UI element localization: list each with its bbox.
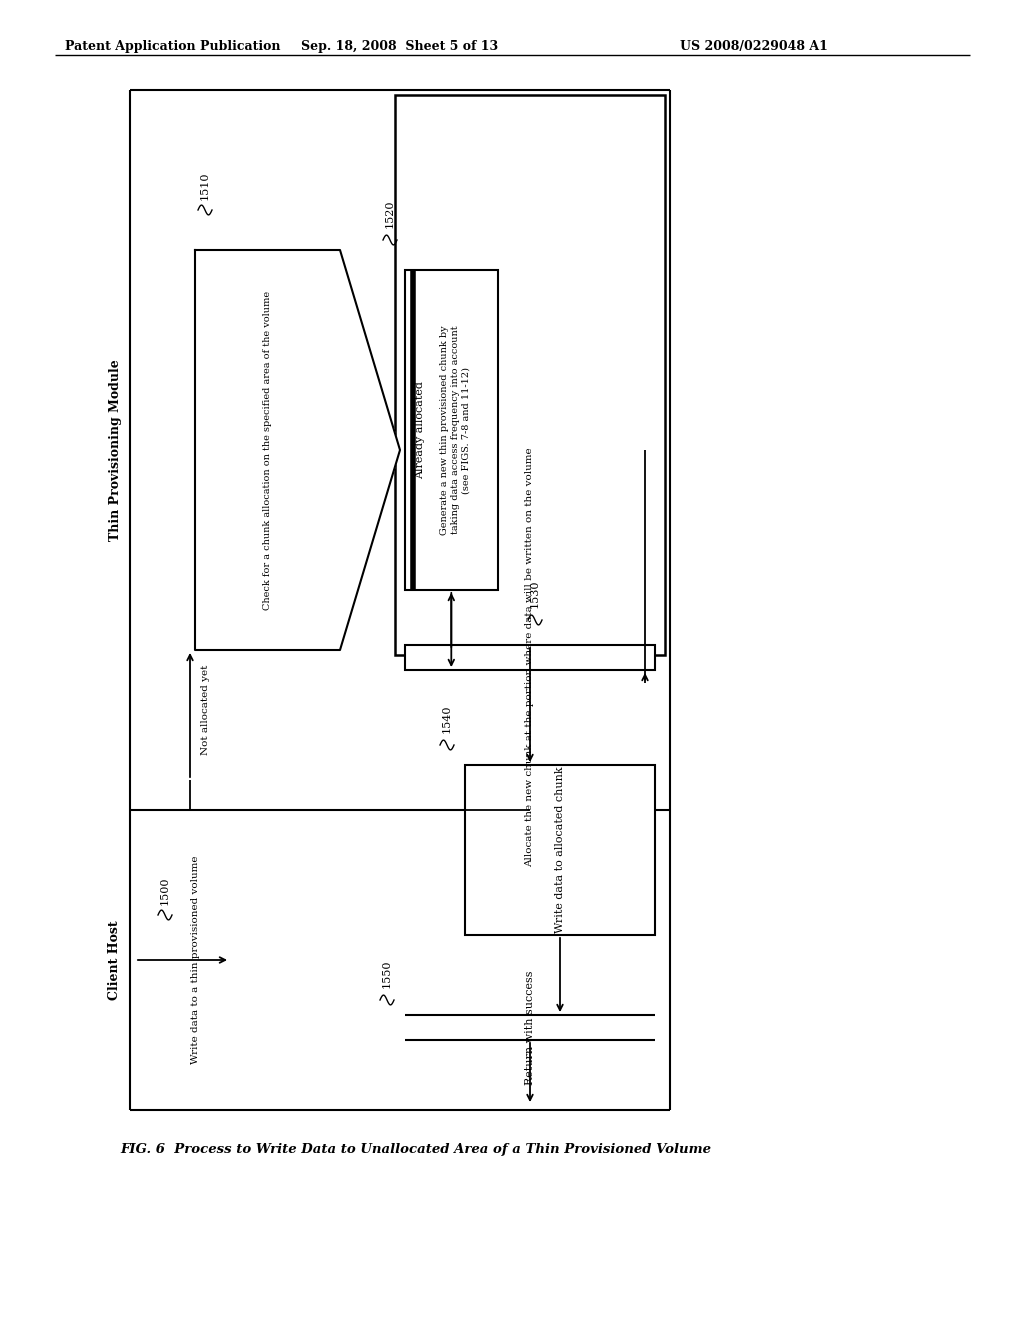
Text: 1530: 1530	[530, 579, 540, 609]
Bar	[395, 95, 665, 655]
Text: Check for a chunk allocation on the specified area of the volume: Check for a chunk allocation on the spec…	[263, 290, 272, 610]
Bar	[406, 645, 655, 671]
Text: 1540: 1540	[442, 705, 452, 733]
Text: FIG. 6  Process to Write Data to Unallocated Area of a Thin Provisioned Volume: FIG. 6 Process to Write Data to Unalloca…	[120, 1143, 711, 1156]
Text: 1550: 1550	[382, 960, 392, 987]
Text: Write data to allocated chunk: Write data to allocated chunk	[555, 767, 565, 933]
Text: Not allocated yet: Not allocated yet	[201, 665, 210, 755]
Polygon shape	[195, 249, 400, 649]
Text: Allocate the new chunk at the portion where data will be written on the volume: Allocate the new chunk at the portion wh…	[525, 447, 535, 867]
Text: Generate a new thin provisioned chunk by
taking data access frequency into accou: Generate a new thin provisioned chunk by…	[440, 325, 470, 535]
Text: Return with success: Return with success	[525, 970, 535, 1085]
Text: Client Host: Client Host	[109, 920, 122, 999]
Bar	[406, 271, 498, 590]
Text: Sep. 18, 2008  Sheet 5 of 13: Sep. 18, 2008 Sheet 5 of 13	[301, 40, 499, 53]
Text: US 2008/0229048 A1: US 2008/0229048 A1	[680, 40, 827, 53]
Text: Write data to a thin provisioned volume: Write data to a thin provisioned volume	[190, 855, 200, 1064]
Text: Already allocated: Already allocated	[415, 381, 425, 479]
Text: Patent Application Publication: Patent Application Publication	[65, 40, 281, 53]
Text: 1510: 1510	[200, 172, 210, 201]
Bar	[465, 766, 655, 935]
Text: Thin Provisioning Module: Thin Provisioning Module	[109, 359, 122, 541]
Text: 1500: 1500	[160, 876, 170, 906]
Text: 1520: 1520	[385, 199, 395, 228]
